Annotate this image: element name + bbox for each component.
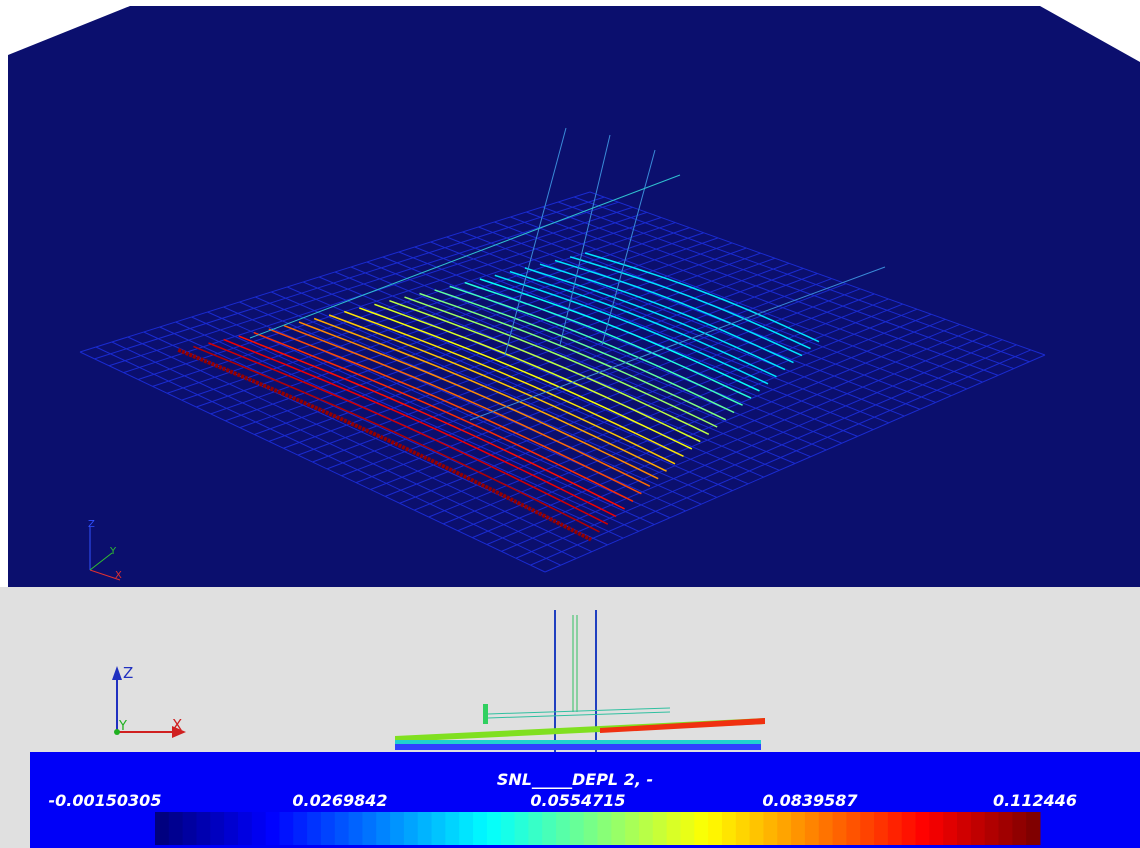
color-block	[611, 812, 625, 845]
color-block	[155, 812, 169, 845]
color-block	[653, 812, 667, 845]
color-block	[445, 812, 459, 845]
visualization: Z Y X Z Y X SNL_____DEPL 2, - -0.0015030…	[0, 0, 1140, 848]
color-block	[542, 812, 556, 845]
color-block	[791, 812, 805, 845]
color-block	[736, 812, 750, 845]
color-block	[196, 812, 210, 845]
color-block	[570, 812, 584, 845]
color-block	[473, 812, 487, 845]
color-block	[943, 812, 957, 845]
color-block	[169, 812, 183, 845]
color-block	[957, 812, 971, 845]
color-block	[805, 812, 819, 845]
color-block	[819, 812, 833, 845]
color-block	[1026, 812, 1040, 845]
axis-label: X	[115, 570, 122, 581]
color-block	[279, 812, 293, 845]
color-block	[694, 812, 708, 845]
color-block	[722, 812, 736, 845]
color-block	[390, 812, 404, 845]
legend-label: 0.0269842	[292, 791, 387, 810]
color-block	[238, 812, 252, 845]
color-block	[708, 812, 722, 845]
color-block	[833, 812, 847, 845]
color-block	[349, 812, 363, 845]
color-block	[335, 812, 349, 845]
color-block	[528, 812, 542, 845]
color-block	[404, 812, 418, 845]
color-block	[1012, 812, 1026, 845]
color-block	[639, 812, 653, 845]
color-block	[680, 812, 694, 845]
page: Z Y X Z Y X SNL_____DEPL 2, - -0.0015030…	[0, 0, 1140, 848]
color-block	[777, 812, 791, 845]
color-block	[625, 812, 639, 845]
color-block	[999, 812, 1013, 845]
color-block	[362, 812, 376, 845]
color-block	[860, 812, 874, 845]
color-bar	[155, 812, 1041, 845]
color-block	[376, 812, 390, 845]
color-block	[183, 812, 197, 845]
color-block	[418, 812, 432, 845]
color-block	[266, 812, 280, 845]
color-block	[252, 812, 266, 845]
axis-label: Y	[109, 546, 117, 557]
color-block	[224, 812, 238, 845]
color-block	[584, 812, 598, 845]
color-block	[598, 812, 612, 845]
color-block	[985, 812, 999, 845]
color-block	[556, 812, 570, 845]
color-block	[874, 812, 888, 845]
color-block	[971, 812, 985, 845]
legend-label: -0.00150305	[49, 791, 162, 810]
color-block	[750, 812, 764, 845]
legend-label: 0.0839587	[762, 791, 858, 810]
legend-label: 0.0554715	[530, 791, 625, 810]
color-block	[667, 812, 681, 845]
axis-label: Y	[118, 719, 127, 734]
color-block	[929, 812, 943, 845]
color-block	[307, 812, 321, 845]
color-block	[293, 812, 307, 845]
color-block	[902, 812, 916, 845]
axis-label: Z	[123, 664, 133, 682]
legend-label: 0.112446	[993, 791, 1077, 810]
color-block	[846, 812, 860, 845]
color-block	[888, 812, 902, 845]
color-block	[487, 812, 501, 845]
color-block	[321, 812, 335, 845]
axis-label: Z	[88, 519, 95, 530]
color-block	[432, 812, 446, 845]
color-block	[210, 812, 224, 845]
color-block	[916, 812, 930, 845]
color-block	[501, 812, 515, 845]
color-block	[459, 812, 473, 845]
3d-viewport	[8, 6, 1140, 587]
legend-title: SNL_____DEPL 2, -	[497, 770, 653, 789]
color-block	[763, 812, 777, 845]
color-block	[515, 812, 529, 845]
axis-label: X	[172, 716, 182, 734]
